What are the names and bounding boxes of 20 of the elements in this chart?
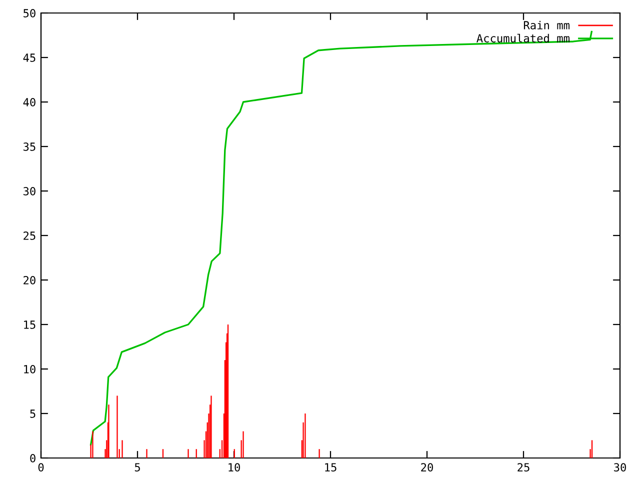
legend-label: Rain mm	[524, 20, 570, 30]
x-tick-label: 10	[228, 463, 240, 472]
y-tick-label: 50	[24, 9, 36, 18]
y-tick-label: 40	[23, 98, 36, 106]
x-tick-label: 25	[518, 463, 530, 472]
y-tick-label: 45	[23, 54, 36, 62]
y-tick-label: 5	[30, 410, 36, 418]
legend-label: Accumulated mm	[476, 34, 570, 42]
x-tick-label: 20	[421, 463, 433, 472]
x-tick-label: 30	[614, 463, 626, 472]
x-tick-label: 0	[38, 463, 44, 472]
y-tick-label: 35	[24, 142, 36, 151]
y-tick-label: 30	[24, 187, 36, 196]
y-tick-label: 10	[24, 365, 36, 374]
y-tick-label: 25	[24, 232, 36, 240]
x-tick-label: 15	[325, 463, 336, 472]
y-tick-label: 15	[24, 320, 36, 329]
y-tick-label: 0	[30, 454, 36, 462]
x-tick-label: 5	[134, 463, 140, 472]
y-tick-label: 20	[24, 276, 36, 284]
